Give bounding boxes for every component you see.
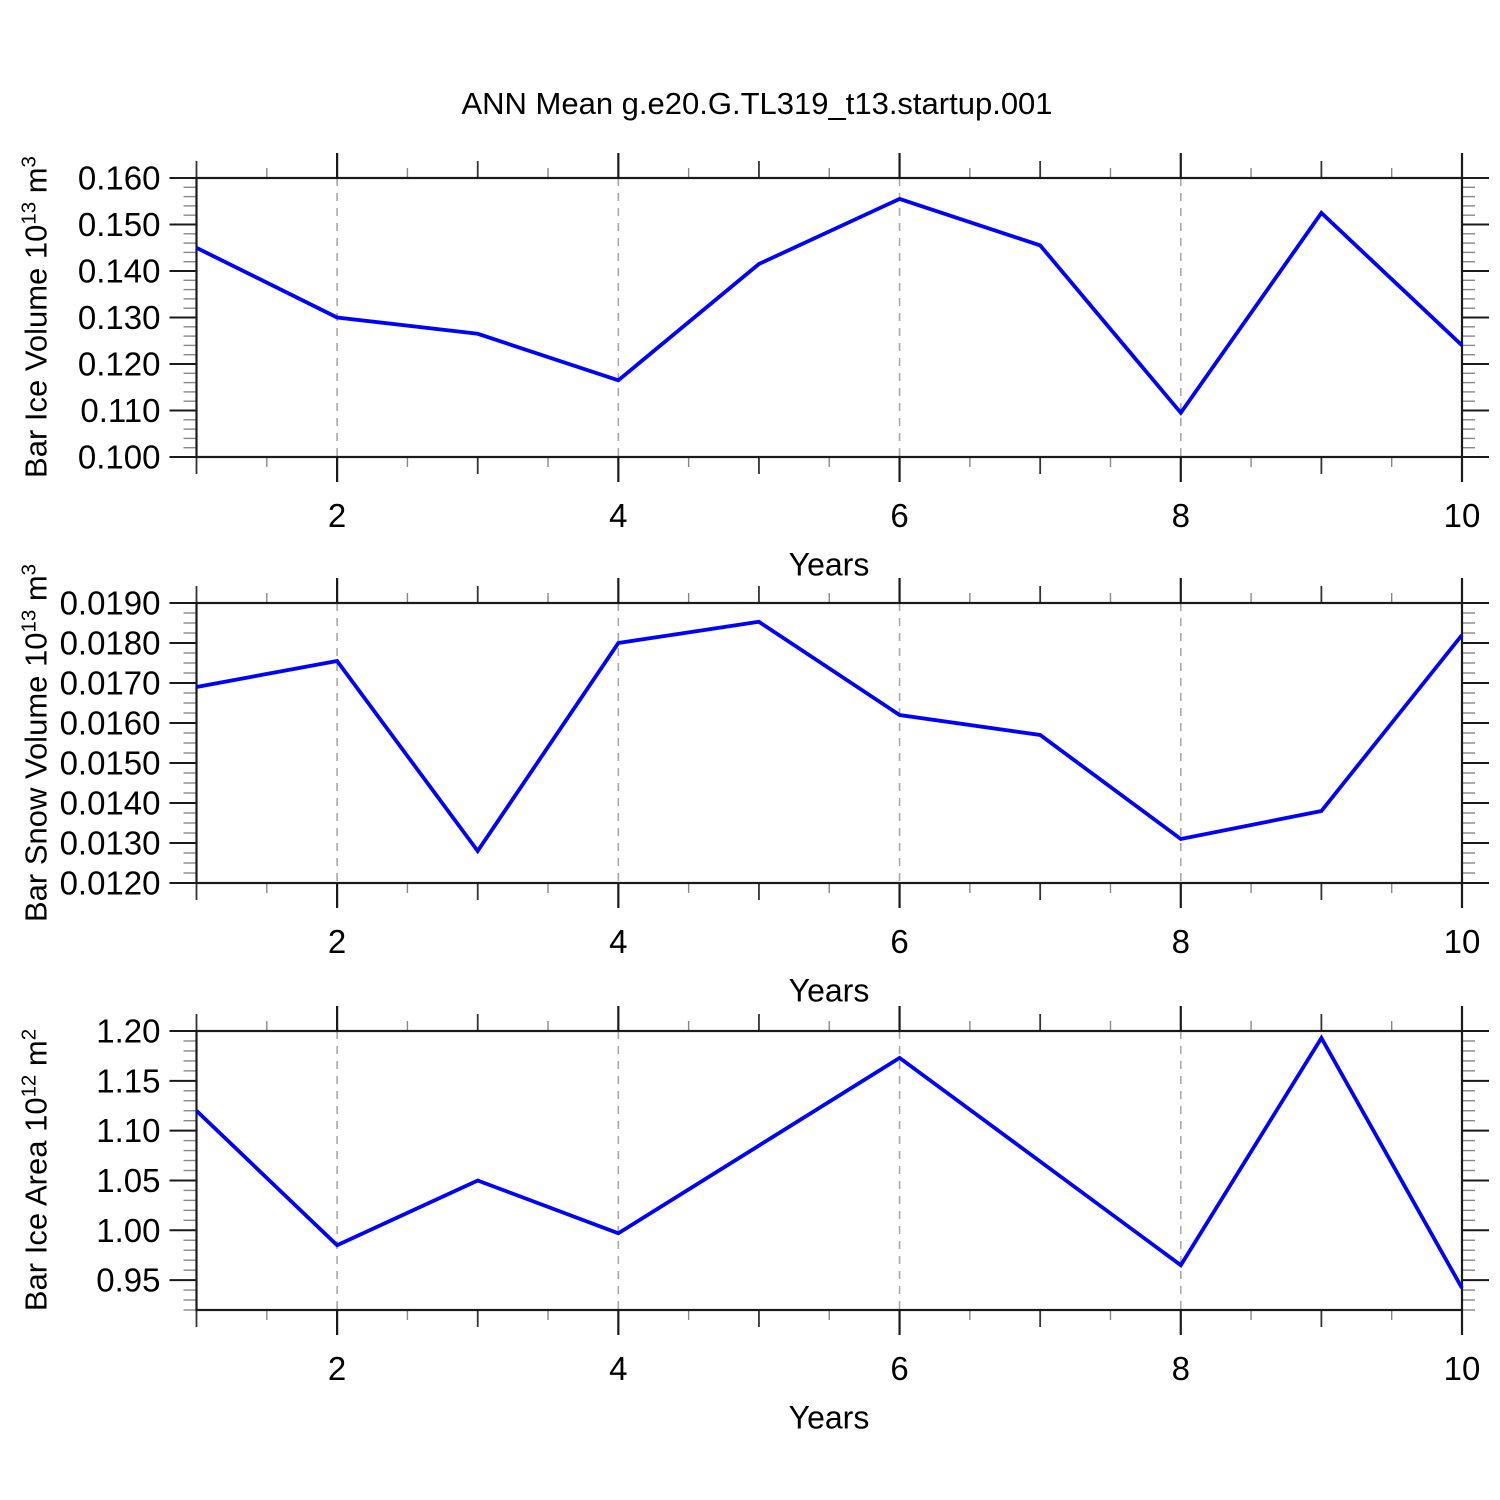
figure-title: ANN Mean g.e20.G.TL319_t13.startup.001: [461, 86, 1053, 121]
y-axis-label-text: Bar Snow Volume 10: [18, 632, 54, 923]
plot-frame: [195, 1029, 1464, 1312]
y-tick-label: 1.00: [96, 1212, 160, 1249]
y-axis-label-unit-exponent: 3: [17, 156, 41, 168]
x-tick-label: 6: [890, 923, 908, 960]
y-tick-label: 0.120: [78, 346, 161, 383]
y-axis-label-snow-volume: Bar Snow Volume 1013 m3: [17, 564, 54, 922]
x-tick-label: 6: [890, 1350, 908, 1387]
plot-bar-ice-volume: 0.100 0.110 0.120 0.130 0.140 0.150 0.160 2 4 6 8 1…: [78, 153, 1489, 534]
y-axis-label-exponent: 12: [17, 1074, 41, 1098]
y-tick-label: 0.0140: [60, 785, 161, 822]
y-axis-label-ice-volume: Bar Ice Volume 1013 m3: [17, 156, 54, 478]
x-axis-label-years-1: Years: [788, 546, 870, 583]
y-tick-label: 0.0150: [60, 745, 161, 782]
plot-bar-snow-volume: 0.01200.01300.01400.01500.01600.01700.01…: [60, 578, 1489, 960]
x-tick-label: 4: [609, 923, 627, 960]
plot-frame: [195, 601, 1464, 885]
data-line-bar-ice-area: [195, 1034, 1464, 1290]
y-tick-label: 0.0180: [60, 625, 161, 662]
y-tick-label: 0.95: [96, 1262, 160, 1299]
y-tick-label: 0.100: [78, 439, 161, 476]
x-tick-label: 8: [1172, 923, 1190, 960]
y-tick-label: 0.0130: [60, 825, 161, 862]
y-axis-label-unit: m: [18, 1040, 54, 1075]
data-line-bar-ice-volume: [195, 196, 1464, 416]
y-axis-label-exponent: 13: [17, 609, 41, 633]
x-tick-label: 10: [1444, 497, 1481, 534]
y-tick-label: 1.20: [96, 1013, 160, 1050]
plot-frame: [195, 176, 1464, 459]
x-tick-label: 4: [609, 1350, 627, 1387]
x-tick-label: 4: [609, 497, 627, 534]
x-axis-label-years-3: Years: [788, 1399, 870, 1436]
x-tick-label: 8: [1172, 497, 1190, 534]
y-axis-label-text: Bar Ice Volume 10: [18, 224, 54, 478]
y-axis-label-unit-exponent: 3: [17, 563, 41, 576]
y-axis-label-unit-exponent: 2: [17, 1028, 41, 1041]
y-tick-label: 0.130: [78, 299, 161, 336]
data-line-bar-snow-volume: [196, 619, 1464, 855]
y-axis-label-unit: m: [18, 575, 54, 610]
x-tick-label: 6: [890, 497, 908, 534]
x-tick-label: 8: [1172, 1350, 1190, 1387]
x-tick-label: 10: [1444, 1350, 1481, 1387]
y-axis-label-exponent: 13: [17, 201, 41, 225]
y-tick-label: 0.110: [80, 392, 160, 429]
y-tick-label: 0.160: [78, 160, 161, 197]
x-axis-label-years-2: Years: [788, 972, 870, 1009]
y-tick-label: 1.15: [96, 1062, 160, 1099]
y-axis-label-text: Bar Ice Area 10: [18, 1097, 54, 1312]
y-tick-label: 0.0190: [60, 585, 161, 622]
x-tick-label: 2: [328, 1350, 346, 1387]
plot-bar-ice-area: 0.95 1.00 1.05 1.10 1.15 1.20 2 4 6 8 10: [96, 1006, 1489, 1387]
y-axis-label-unit: m: [18, 167, 54, 202]
y-tick-label: 0.0160: [60, 705, 161, 742]
x-tick-label: 2: [328, 923, 346, 960]
y-tick-label: 0.140: [78, 253, 161, 290]
x-tick-label: 10: [1444, 923, 1481, 960]
y-tick-label: 0.0170: [60, 665, 161, 702]
y-tick-label: 1.05: [96, 1162, 160, 1199]
x-tick-label: 2: [328, 497, 346, 534]
y-tick-label: 0.150: [78, 206, 161, 243]
y-axis-label-ice-area: Bar Ice Area 1012 m2: [17, 1029, 54, 1311]
y-tick-label: 0.0120: [60, 865, 161, 902]
y-tick-label: 1.10: [96, 1112, 160, 1149]
